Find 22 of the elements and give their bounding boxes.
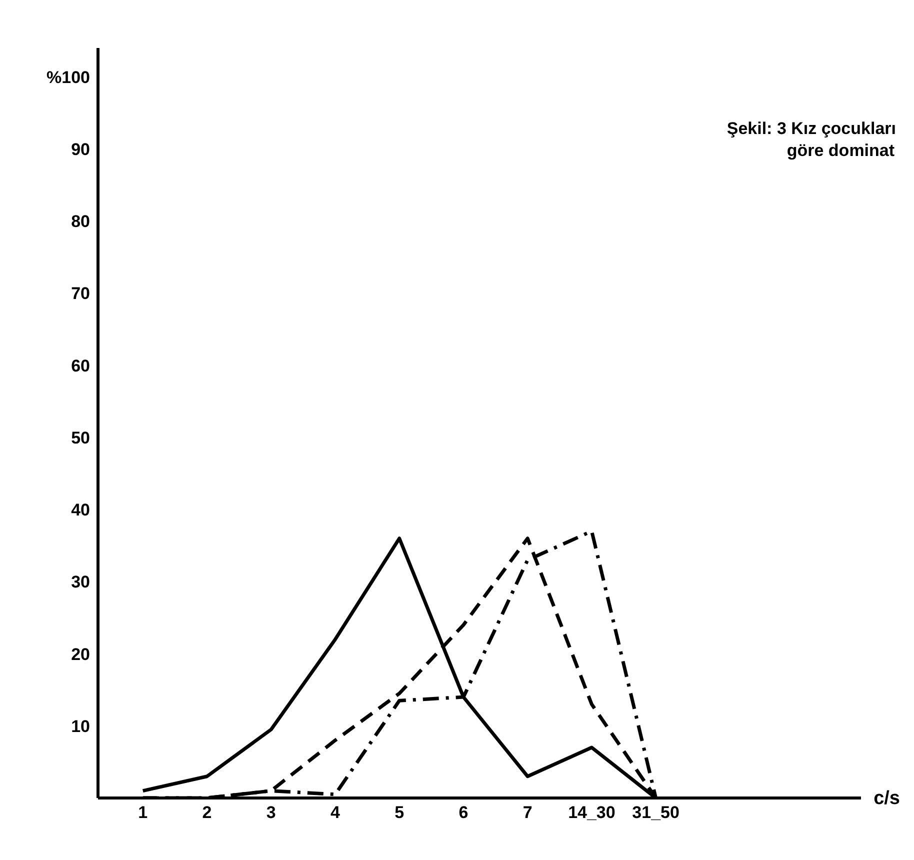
x-tick-label: 31_50 [632,803,680,822]
x-tick-label: 4 [330,803,340,822]
y-tick-label: %100 [46,68,90,87]
x-tick-label: 5 [394,803,404,822]
x-tick-label: 6 [458,803,468,822]
y-tick-label: 80 [71,212,90,232]
text: göre dominat [786,140,896,162]
text: c/s [874,788,900,810]
y-tick-label: 70 [71,284,90,304]
y-tick-label: 60 [71,356,90,376]
y-tick-label: 30 [71,572,90,592]
y-tick-label: 40 [71,500,90,520]
x-tick-label: 3 [266,803,276,822]
y-tick-label: 20 [71,644,90,664]
x-tick-label: 14_30 [568,803,616,822]
y-tick-label: 90 [71,140,90,159]
x-tick-label: 2 [202,803,212,822]
x-tick-label: 7 [522,803,532,822]
text: Şekil: 3 Kız çocukları [726,118,896,140]
y-tick-label: 50 [71,428,90,448]
y-tick-label: 10 [71,716,90,736]
x-tick-label: 1 [138,803,148,822]
